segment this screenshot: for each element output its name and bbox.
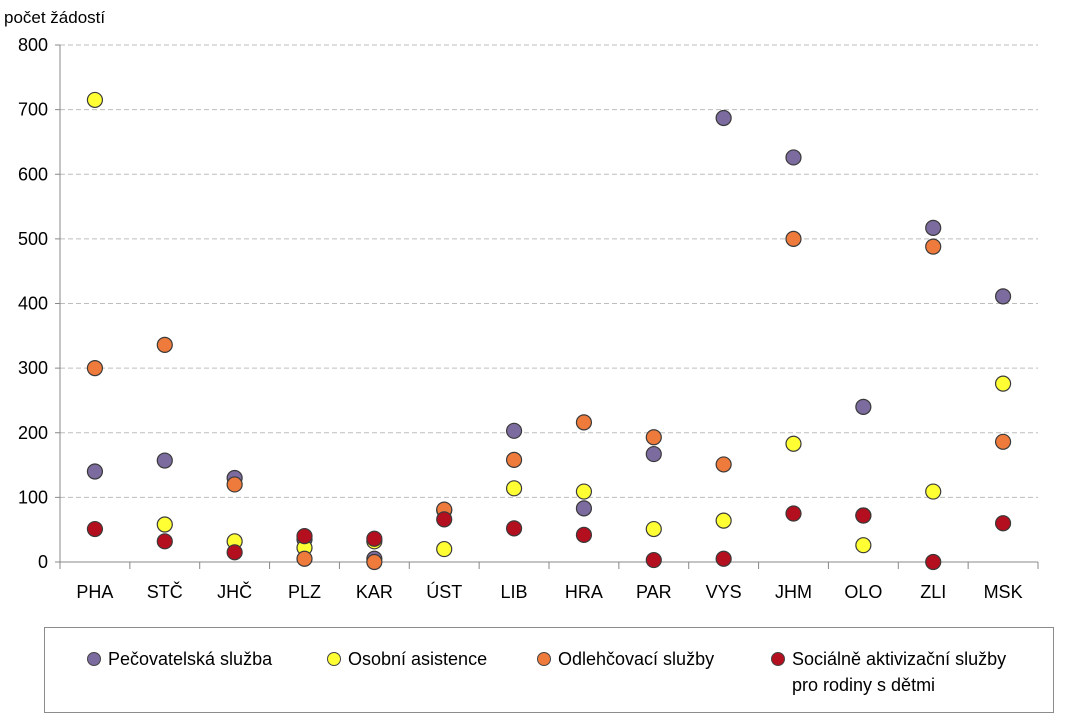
point-series1-PAR [645, 520, 662, 538]
x-tick-label: JHČ [217, 581, 252, 602]
legend-item-osobni: Osobní asistence [327, 648, 487, 672]
point-series3-LIB [505, 520, 523, 537]
point-series2-PLZ [296, 550, 313, 567]
point-series2-JHM [785, 230, 802, 247]
point-series1-OLO [855, 537, 872, 554]
point-series1-JHM [785, 435, 802, 452]
point-series0-HRA [575, 500, 593, 517]
y-tick-label: 0 [38, 552, 48, 572]
legend-label-odlehcovaci: Odlehčovací služby [558, 649, 715, 669]
point-series3-PHA [86, 520, 104, 538]
point-series2-KAR [366, 553, 383, 571]
legend: Pečovatelská služba Osobní asistence Odl… [44, 627, 1054, 713]
legend-label-socialne-line1: Sociálně aktivizační služby [792, 649, 1007, 669]
point-series3-STČ [156, 533, 173, 550]
y-tick-label: 200 [18, 423, 48, 443]
y-tick-label: 300 [18, 358, 48, 378]
point-series3-VYS [715, 550, 732, 567]
x-tick-label: MSK [984, 582, 1023, 602]
point-series3-JHM [785, 505, 802, 522]
point-series2-PHA [86, 360, 104, 377]
point-series1-VYS [715, 512, 732, 529]
point-series2-MSK [994, 433, 1012, 450]
y-axis-title: počet žádostí [4, 8, 105, 27]
x-tick-label: LIB [501, 582, 528, 602]
point-series0-STČ [156, 452, 173, 469]
legend-label-socialne-line2: pro rodiny s dětmi [792, 675, 936, 695]
point-series3-OLO [855, 507, 872, 524]
y-tick-label: 700 [18, 100, 48, 120]
gridlines [60, 44, 1038, 498]
x-tick-label: VYS [706, 582, 742, 602]
point-series3-ZLI [925, 553, 942, 571]
point-series1-MSK [994, 375, 1012, 392]
legend-marker-odlehcovaci [537, 652, 551, 666]
legend-label-pecovatelska: Pečovatelská služba [108, 649, 273, 669]
legend-marker-pecovatelska [87, 652, 101, 666]
point-series3-PLZ [296, 528, 313, 545]
legend-label-socialne: Sociálně aktivizační služby pro rodiny s… [792, 646, 1006, 698]
x-tick-label: ZLI [920, 582, 946, 602]
point-series2-PAR [645, 429, 662, 446]
y-tick-label: 400 [18, 294, 48, 314]
point-series1-ÚST [436, 540, 453, 558]
point-series0-JHM [785, 149, 802, 166]
x-tick-label: KAR [356, 582, 393, 602]
x-tick-label: PHA [76, 582, 113, 602]
point-series2-LIB [505, 451, 523, 468]
y-tick-labels: 0 100 200 300 400 500 600 700 800 [18, 35, 48, 572]
point-series1-HRA [575, 483, 593, 500]
point-series3-KAR [366, 530, 383, 547]
point-series0-PAR [645, 445, 662, 463]
point-series0-MSK [994, 288, 1012, 305]
point-series0-ZLI [925, 219, 942, 236]
legend-marker-osobni [327, 652, 341, 666]
x-tick-label: PLZ [288, 582, 321, 602]
legend-item-odlehcovaci: Odlehčovací služby [537, 648, 714, 672]
x-tick-label: STČ [147, 581, 183, 602]
point-series2-VYS [715, 456, 732, 473]
x-tick-label: JHM [775, 582, 812, 602]
x-tick-label: PAR [636, 582, 672, 602]
legend-marker-socialne [771, 652, 785, 666]
point-series3-PAR [645, 551, 662, 569]
point-series3-ÚST [436, 511, 453, 528]
point-series0-LIB [505, 422, 523, 439]
point-series2-JHČ [226, 476, 243, 493]
point-series3-HRA [575, 526, 593, 543]
y-tick-label: 100 [18, 487, 48, 507]
point-series1-ZLI [925, 483, 942, 500]
point-series2-STČ [156, 336, 173, 353]
point-series2-HRA [575, 414, 593, 431]
y-tick-label: 500 [18, 229, 48, 249]
y-tick-label: 800 [18, 35, 48, 55]
x-tick-label: OLO [844, 582, 882, 602]
legend-label-osobni: Osobní asistence [348, 649, 488, 669]
point-series0-OLO [855, 398, 872, 415]
legend-item-socialne: Sociálně aktivizační služby pro rodiny s… [771, 648, 1006, 698]
x-tick-labels: PHA STČ JHČ PLZ KAR ÚST LIB HRA PAR VYS JHM OLO ZLI M… [76, 581, 1022, 602]
point-series3-JHČ [226, 544, 243, 561]
x-tick-label: ÚST [426, 581, 462, 602]
point-series2-ZLI [925, 238, 942, 255]
axes [55, 44, 1039, 569]
point-series0-PHA [86, 463, 104, 480]
legend-item-pecovatelska: Pečovatelská služba [87, 648, 272, 672]
x-tick-label: HRA [565, 582, 603, 602]
point-series0-VYS [715, 109, 732, 127]
data-points [86, 91, 1012, 571]
point-series3-MSK [994, 515, 1012, 532]
point-series1-PHA [86, 91, 104, 109]
point-series1-STČ [156, 516, 173, 533]
point-series1-LIB [505, 480, 523, 497]
y-tick-label: 600 [18, 164, 48, 184]
